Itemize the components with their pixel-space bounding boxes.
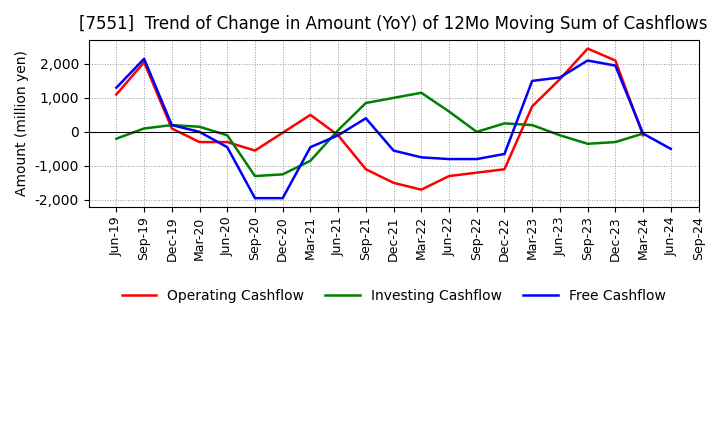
Investing Cashflow <box>611 139 620 145</box>
Free Cashflow <box>168 122 176 128</box>
Free Cashflow <box>361 116 370 121</box>
Investing Cashflow <box>445 109 454 114</box>
Investing Cashflow <box>168 122 176 128</box>
Operating Cashflow <box>500 167 509 172</box>
Free Cashflow <box>472 157 481 162</box>
Operating Cashflow <box>251 148 259 153</box>
Investing Cashflow <box>223 132 232 138</box>
Operating Cashflow <box>417 187 426 192</box>
Investing Cashflow <box>279 172 287 177</box>
Free Cashflow <box>112 85 121 90</box>
Operating Cashflow <box>195 139 204 145</box>
Free Cashflow <box>251 195 259 201</box>
Operating Cashflow <box>168 126 176 131</box>
Operating Cashflow <box>306 112 315 117</box>
Title: [7551]  Trend of Change in Amount (YoY) of 12Mo Moving Sum of Cashflows: [7551] Trend of Change in Amount (YoY) o… <box>79 15 708 33</box>
Investing Cashflow <box>528 122 536 128</box>
Free Cashflow <box>528 78 536 84</box>
Operating Cashflow <box>556 77 564 82</box>
Investing Cashflow <box>112 136 121 141</box>
Line: Investing Cashflow: Investing Cashflow <box>117 93 643 176</box>
Investing Cashflow <box>195 124 204 129</box>
Operating Cashflow <box>472 170 481 175</box>
Investing Cashflow <box>361 100 370 106</box>
Investing Cashflow <box>583 141 592 147</box>
Operating Cashflow <box>390 180 398 186</box>
Free Cashflow <box>556 75 564 80</box>
Free Cashflow <box>500 151 509 157</box>
Investing Cashflow <box>251 173 259 179</box>
Operating Cashflow <box>583 46 592 51</box>
Operating Cashflow <box>639 132 647 138</box>
Y-axis label: Amount (million yen): Amount (million yen) <box>15 51 29 196</box>
Operating Cashflow <box>334 132 343 138</box>
Operating Cashflow <box>611 58 620 63</box>
Investing Cashflow <box>639 131 647 136</box>
Operating Cashflow <box>528 104 536 109</box>
Investing Cashflow <box>334 128 343 133</box>
Free Cashflow <box>417 155 426 160</box>
Investing Cashflow <box>500 121 509 126</box>
Investing Cashflow <box>472 129 481 135</box>
Legend: Operating Cashflow, Investing Cashflow, Free Cashflow: Operating Cashflow, Investing Cashflow, … <box>116 283 671 308</box>
Operating Cashflow <box>361 167 370 172</box>
Free Cashflow <box>445 157 454 162</box>
Free Cashflow <box>279 195 287 201</box>
Line: Operating Cashflow: Operating Cashflow <box>117 48 643 190</box>
Operating Cashflow <box>445 173 454 179</box>
Investing Cashflow <box>556 132 564 138</box>
Operating Cashflow <box>223 139 232 145</box>
Investing Cashflow <box>306 158 315 163</box>
Investing Cashflow <box>390 95 398 100</box>
Operating Cashflow <box>140 59 148 65</box>
Investing Cashflow <box>417 90 426 95</box>
Free Cashflow <box>334 132 343 138</box>
Line: Free Cashflow: Free Cashflow <box>117 59 671 198</box>
Operating Cashflow <box>112 92 121 97</box>
Free Cashflow <box>667 146 675 151</box>
Free Cashflow <box>390 148 398 153</box>
Free Cashflow <box>583 58 592 63</box>
Free Cashflow <box>639 131 647 136</box>
Free Cashflow <box>140 56 148 62</box>
Free Cashflow <box>195 129 204 135</box>
Investing Cashflow <box>140 126 148 131</box>
Free Cashflow <box>223 144 232 150</box>
Free Cashflow <box>306 144 315 150</box>
Free Cashflow <box>611 63 620 68</box>
